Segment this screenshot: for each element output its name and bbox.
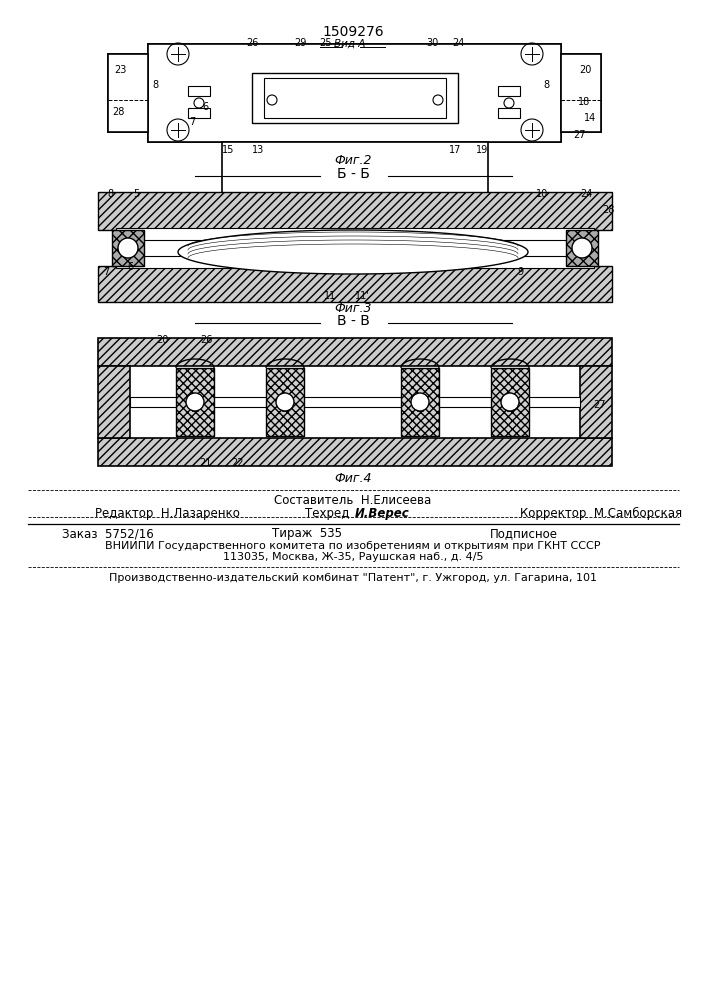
Text: 14: 14 (584, 113, 596, 123)
Text: 1509276: 1509276 (322, 25, 384, 39)
Circle shape (572, 238, 592, 258)
Bar (176, 368, 214, 436)
Text: 11: 11 (324, 291, 336, 301)
Bar (116, 228, 594, 240)
Text: 28: 28 (602, 205, 614, 215)
Bar (148, 44, 561, 142)
Text: 6: 6 (202, 102, 208, 112)
Text: Заказ  5752/16: Заказ 5752/16 (62, 528, 153, 540)
Text: 13: 13 (252, 145, 264, 155)
Text: 8: 8 (152, 80, 158, 90)
Bar (252, 73, 458, 123)
Bar (130, 397, 580, 407)
Text: 8: 8 (543, 80, 549, 90)
Text: 113035, Москва, Ж-35, Раушская наб., д. 4/5: 113035, Москва, Ж-35, Раушская наб., д. … (223, 552, 484, 562)
Bar (580, 366, 612, 438)
Text: 17: 17 (449, 145, 461, 155)
Text: 24: 24 (580, 189, 592, 199)
Bar (148, 44, 561, 142)
Text: 24: 24 (452, 38, 464, 48)
Text: Фиг.3: Фиг.3 (334, 302, 372, 314)
Bar (116, 256, 594, 268)
Text: 15: 15 (222, 145, 234, 155)
Text: Производственно-издательский комбинат "Патент", г. Ужгород, ул. Гагарина, 101: Производственно-издательский комбинат "П… (109, 573, 597, 583)
Text: 5: 5 (133, 189, 139, 199)
Polygon shape (178, 230, 528, 274)
Text: 20: 20 (579, 65, 591, 75)
Bar (98, 366, 130, 438)
Bar (222, 142, 488, 238)
Text: 26: 26 (246, 38, 258, 48)
Text: 9: 9 (517, 267, 523, 277)
Bar (188, 108, 210, 118)
Text: Вид А: Вид А (334, 39, 366, 49)
Text: 7: 7 (189, 117, 195, 127)
Text: Тираж  535: Тираж 535 (272, 528, 342, 540)
Bar (491, 368, 529, 436)
Bar (112, 230, 144, 266)
Text: Фиг.4: Фиг.4 (334, 472, 372, 485)
Text: 19: 19 (476, 145, 488, 155)
Text: 21: 21 (199, 458, 211, 468)
Text: И.Верес: И.Верес (355, 506, 410, 520)
Bar (98, 438, 612, 466)
Text: 29: 29 (294, 38, 306, 48)
Bar (498, 108, 520, 118)
Bar (566, 230, 598, 266)
Text: 8: 8 (107, 189, 113, 199)
Text: 7: 7 (103, 267, 109, 277)
Text: 27: 27 (594, 400, 606, 410)
Text: 11': 11' (355, 291, 369, 301)
Bar (108, 54, 148, 132)
Circle shape (186, 393, 204, 411)
Text: 18: 18 (578, 97, 590, 107)
Bar (112, 230, 144, 266)
Circle shape (501, 393, 519, 411)
Text: 27: 27 (574, 130, 586, 140)
Bar (561, 54, 601, 132)
Bar (98, 338, 612, 366)
Text: 20: 20 (156, 335, 168, 345)
Bar (176, 368, 214, 436)
Bar (401, 368, 439, 436)
Text: 22: 22 (232, 458, 244, 468)
Circle shape (118, 238, 138, 258)
Circle shape (276, 393, 294, 411)
Text: В - В: В - В (337, 314, 370, 328)
Circle shape (411, 393, 429, 411)
Bar (108, 54, 148, 132)
Bar (188, 86, 210, 96)
Bar (491, 368, 529, 436)
Bar (266, 368, 304, 436)
Text: Подписное: Подписное (490, 528, 558, 540)
Text: 26: 26 (200, 335, 212, 345)
Text: 23: 23 (114, 65, 126, 75)
Bar (401, 368, 439, 436)
Bar (266, 368, 304, 436)
Bar (498, 86, 520, 96)
Bar (561, 54, 601, 132)
Text: 30: 30 (426, 38, 438, 48)
Text: 6: 6 (127, 262, 133, 272)
Bar (98, 192, 612, 230)
Bar (98, 266, 612, 302)
Text: 10: 10 (536, 189, 548, 199)
Bar (566, 230, 598, 266)
Text: Техред: Техред (305, 506, 357, 520)
Text: ВНИИПИ Государственного комитета по изобретениям и открытиям при ГКНТ СССР: ВНИИПИ Государственного комитета по изоб… (105, 541, 601, 551)
Text: Составитель  Н.Елисеева: Составитель Н.Елисеева (274, 494, 432, 508)
Text: Корректор  М.Самборская: Корректор М.Самборская (520, 506, 682, 520)
Text: 25: 25 (320, 38, 332, 48)
Bar (264, 78, 446, 118)
Text: Фиг.2: Фиг.2 (334, 153, 372, 166)
Text: Б - Б: Б - Б (337, 167, 370, 181)
Text: Редактор  Н.Лазаренко: Редактор Н.Лазаренко (95, 506, 240, 520)
Text: 28: 28 (112, 107, 124, 117)
